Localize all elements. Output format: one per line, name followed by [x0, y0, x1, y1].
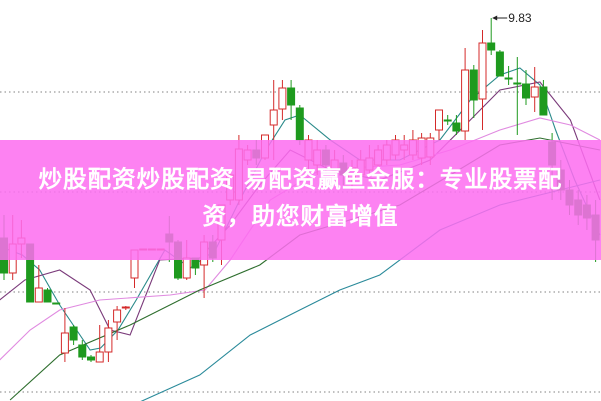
candle-body [278, 87, 287, 110]
banner-text: 炒股配资炒股配资 易配资赢鱼金服：专业股票配 资，助您财富增值 [0, 161, 601, 235]
candle-down [452, 115, 461, 135]
candle-body [530, 86, 539, 98]
candle-body [487, 42, 496, 51]
candle-up [530, 67, 539, 112]
candle-down [52, 302, 61, 305]
candle-down [69, 325, 78, 345]
candle-down [539, 80, 548, 116]
candle-body [52, 302, 61, 305]
candle-body [443, 119, 452, 122]
candle-body [104, 327, 113, 353]
candle-body [452, 122, 461, 132]
candle-up [113, 306, 122, 340]
promo-banner [0, 140, 601, 260]
candle-body [478, 42, 487, 100]
candle-body [95, 351, 104, 363]
peak-annotation: 9.83 [492, 11, 532, 25]
moving-average-line [3, 67, 601, 351]
candle-body [522, 83, 530, 99]
banner-line-2: 资，助您财富增值 [202, 202, 399, 230]
candle-down [443, 115, 452, 125]
candle-down [87, 355, 95, 362]
candle-body [495, 51, 504, 77]
candle-up [435, 109, 443, 140]
candle-body [87, 356, 95, 361]
candle-up [104, 320, 113, 362]
peak-price-label: 9.83 [508, 11, 532, 25]
candle-down [522, 70, 530, 105]
candle-body [43, 289, 52, 303]
candle-body [435, 109, 443, 131]
candle-up [278, 80, 287, 120]
candle-down [287, 80, 296, 120]
candle-body [34, 287, 43, 303]
candle-up [461, 48, 470, 140]
candle-down [513, 57, 522, 135]
arrow-icon [492, 15, 498, 21]
candle-down [504, 66, 513, 85]
candle-body [121, 306, 130, 309]
candle-body [461, 69, 470, 132]
candle-up [95, 325, 104, 363]
candle-body [513, 82, 522, 85]
candle-body [69, 326, 78, 341]
candle-body [78, 344, 87, 358]
candle-up [60, 308, 69, 362]
candle-body [504, 77, 513, 80]
candle-down [469, 65, 478, 118]
candle-down [487, 18, 496, 55]
candle-body [469, 69, 478, 101]
candle-body [539, 86, 548, 116]
candle-body [287, 87, 296, 106]
candle-up [478, 30, 487, 130]
candle-down [43, 288, 52, 303]
candle-down [295, 105, 304, 145]
candle-down [191, 257, 200, 275]
candle-body [60, 332, 69, 354]
candle-down [495, 50, 504, 77]
banner-line-1: 炒股配资炒股配资 易配资赢鱼金服：专业股票配 [38, 165, 563, 193]
candle-body [295, 107, 304, 141]
candle-body [269, 109, 278, 126]
candle-body [182, 257, 191, 279]
candle-down [78, 340, 87, 360]
candle-up [34, 265, 43, 303]
candle-up [121, 306, 130, 310]
candle-body [113, 309, 122, 323]
